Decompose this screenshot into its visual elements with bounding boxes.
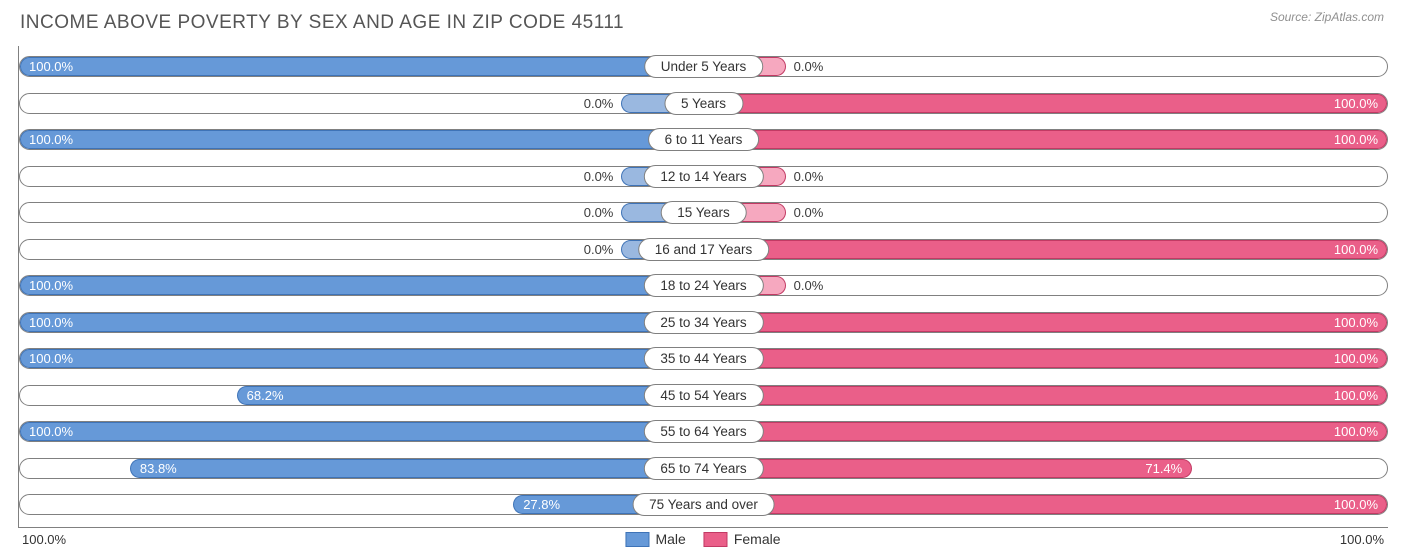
- category-label: 25 to 34 Years: [643, 311, 763, 334]
- female-bar: [704, 130, 1388, 149]
- male-bar: [237, 386, 704, 405]
- male-value: 100.0%: [19, 275, 73, 296]
- male-value: 0.0%: [584, 239, 622, 260]
- chart-row: 100.0% 100.0% 25 to 34 Years: [19, 308, 1388, 337]
- male-bar: [20, 57, 704, 76]
- category-label: 65 to 74 Years: [643, 457, 763, 480]
- male-bar: [20, 276, 704, 295]
- male-value: 0.0%: [584, 93, 622, 114]
- male-value: 100.0%: [19, 421, 73, 442]
- female-bar: [704, 349, 1388, 368]
- legend-swatch-male: [625, 532, 649, 547]
- chart-row: 27.8% 100.0% 75 Years and over: [19, 490, 1388, 519]
- category-label: 18 to 24 Years: [643, 274, 763, 297]
- male-value: 100.0%: [19, 56, 73, 77]
- category-label: 5 Years: [664, 92, 743, 115]
- source-attribution: Source: ZipAtlas.com: [1270, 10, 1384, 24]
- chart-row: 100.0% 0.0% 18 to 24 Years: [19, 271, 1388, 300]
- category-label: 16 and 17 Years: [638, 238, 770, 261]
- legend-label-male: Male: [655, 531, 685, 547]
- female-value: 100.0%: [1334, 421, 1388, 442]
- chart-row: 0.0% 100.0% 5 Years: [19, 89, 1388, 118]
- female-value: 0.0%: [786, 166, 824, 187]
- female-value: 100.0%: [1334, 385, 1388, 406]
- female-value: 100.0%: [1334, 129, 1388, 150]
- axis-left-label: 100.0%: [22, 532, 66, 547]
- category-label: Under 5 Years: [644, 55, 764, 78]
- legend-item-female: Female: [704, 531, 781, 547]
- female-value: 0.0%: [786, 202, 824, 223]
- legend-label-female: Female: [734, 531, 781, 547]
- chart-row: 83.8% 71.4% 65 to 74 Years: [19, 454, 1388, 483]
- axis-right-label: 100.0%: [1340, 532, 1384, 547]
- category-label: 35 to 44 Years: [643, 347, 763, 370]
- female-value: 0.0%: [786, 275, 824, 296]
- category-label: 75 Years and over: [632, 493, 775, 516]
- male-value: 83.8%: [130, 458, 177, 479]
- chart-row: 0.0% 0.0% 15 Years: [19, 198, 1388, 227]
- male-value: 0.0%: [584, 166, 622, 187]
- chart-row: 0.0% 0.0% 12 to 14 Years: [19, 162, 1388, 191]
- category-label: 55 to 64 Years: [643, 420, 763, 443]
- male-value: 27.8%: [513, 494, 560, 515]
- male-value: 100.0%: [19, 129, 73, 150]
- category-label: 15 Years: [660, 201, 747, 224]
- female-value: 0.0%: [786, 56, 824, 77]
- female-bar: [704, 386, 1388, 405]
- chart-row: 100.0% 0.0% Under 5 Years: [19, 52, 1388, 81]
- male-bar: [20, 130, 704, 149]
- male-value: 68.2%: [237, 385, 284, 406]
- legend: Male Female: [625, 531, 780, 547]
- female-bar: [704, 459, 1193, 478]
- male-value: 0.0%: [584, 202, 622, 223]
- chart-row: 68.2% 100.0% 45 to 54 Years: [19, 381, 1388, 410]
- female-bar: [704, 240, 1388, 259]
- male-bar: [20, 349, 704, 368]
- male-bar: [20, 422, 704, 441]
- female-bar: [704, 495, 1388, 514]
- female-value: 100.0%: [1334, 348, 1388, 369]
- category-label: 45 to 54 Years: [643, 384, 763, 407]
- male-bar: [130, 459, 704, 478]
- chart-title: INCOME ABOVE POVERTY BY SEX AND AGE IN Z…: [20, 12, 1388, 34]
- legend-swatch-female: [704, 532, 728, 547]
- female-bar: [704, 422, 1388, 441]
- female-value: 71.4%: [1145, 458, 1192, 479]
- category-label: 12 to 14 Years: [643, 165, 763, 188]
- female-value: 100.0%: [1334, 312, 1388, 333]
- female-value: 100.0%: [1334, 494, 1388, 515]
- chart-row: 100.0% 100.0% 55 to 64 Years: [19, 417, 1388, 446]
- male-value: 100.0%: [19, 348, 73, 369]
- chart-row: 100.0% 100.0% 6 to 11 Years: [19, 125, 1388, 154]
- female-value: 100.0%: [1334, 93, 1388, 114]
- chart-row: 100.0% 100.0% 35 to 44 Years: [19, 344, 1388, 373]
- female-bar: [704, 94, 1388, 113]
- female-bar: [704, 313, 1388, 332]
- population-pyramid-chart: 100.0% 0.0% Under 5 Years 0.0% 100.0% 5 Years…: [18, 46, 1388, 528]
- chart-row: 0.0% 100.0% 16 and 17 Years: [19, 235, 1388, 264]
- male-bar: [20, 313, 704, 332]
- category-label: 6 to 11 Years: [648, 128, 760, 151]
- female-value: 100.0%: [1334, 239, 1388, 260]
- male-value: 100.0%: [19, 312, 73, 333]
- legend-item-male: Male: [625, 531, 685, 547]
